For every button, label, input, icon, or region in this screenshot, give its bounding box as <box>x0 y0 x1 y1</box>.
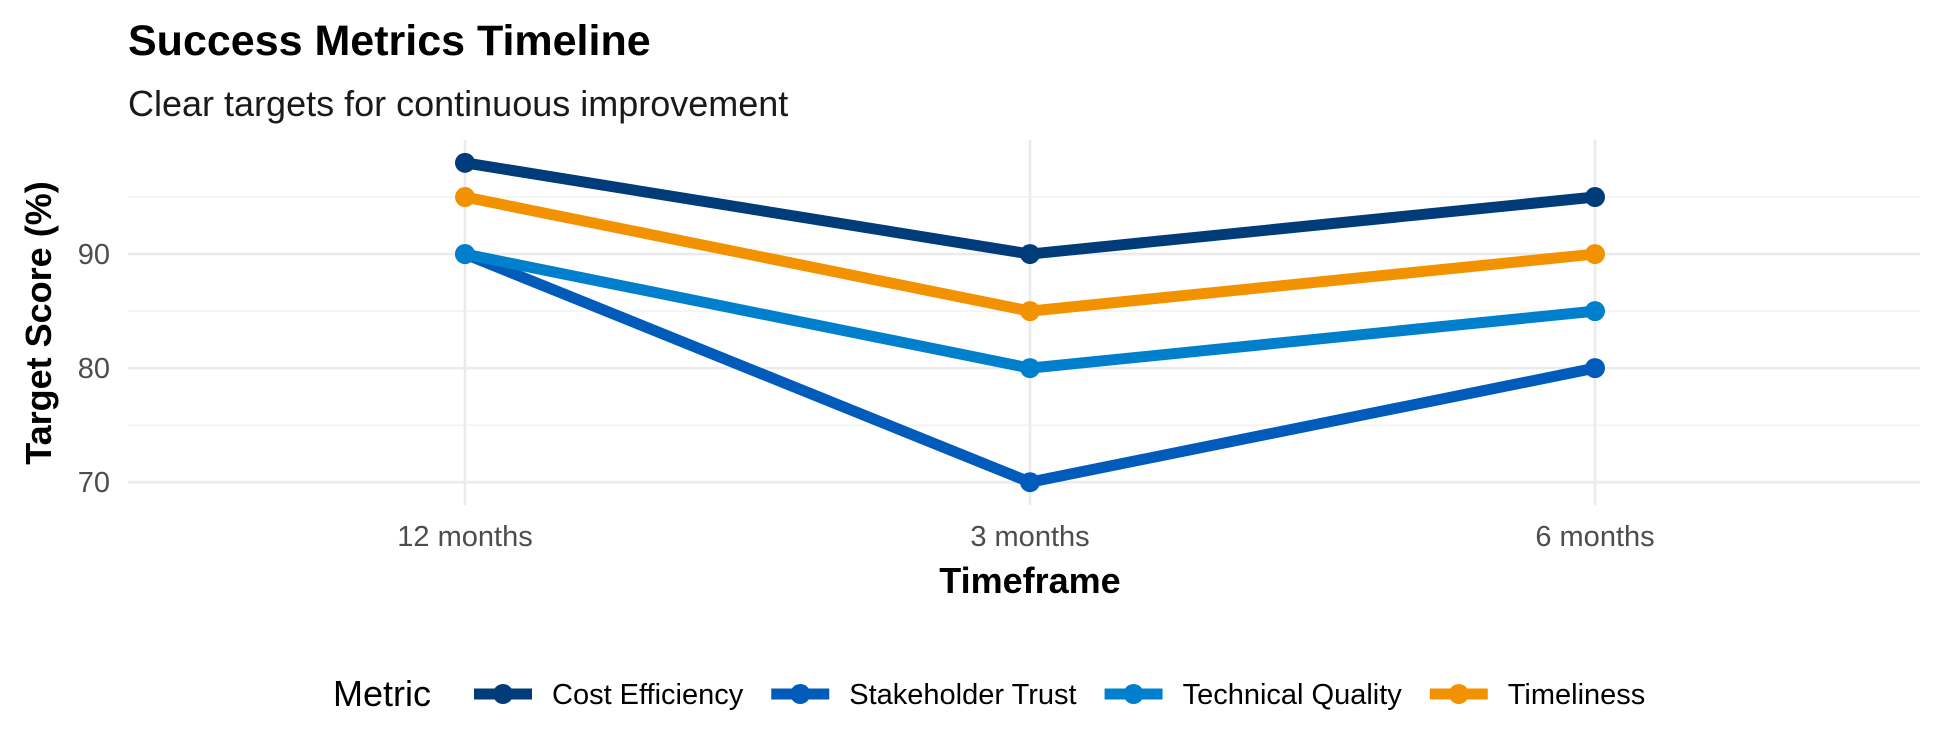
data-point <box>455 152 475 173</box>
legend-item: Cost Efficiency <box>474 679 744 711</box>
legend-key-point <box>1448 684 1469 704</box>
y-tick-label: 70 <box>78 467 110 499</box>
data-point <box>1585 301 1605 322</box>
data-point <box>1020 472 1040 493</box>
legend: Metric Cost Efficiency Stakeholder Trust T… <box>333 673 1645 714</box>
chart-subtitle: Clear targets for continuous improvement <box>128 83 788 124</box>
y-tick-label: 90 <box>78 239 110 271</box>
legend-label: Cost Efficiency <box>552 679 744 711</box>
data-point <box>1585 187 1605 208</box>
legend-items: Cost Efficiency Stakeholder Trust Technica… <box>474 679 1645 711</box>
data-point <box>455 244 475 265</box>
legend-item: Stakeholder Trust <box>771 679 1077 711</box>
series-points <box>455 152 1605 493</box>
legend-key-point <box>790 684 811 704</box>
legend-label: Technical Quality <box>1183 679 1403 711</box>
legend-label: Stakeholder Trust <box>849 679 1076 711</box>
x-tick-label: 12 months <box>397 521 532 553</box>
legend-key-point <box>1123 684 1144 704</box>
data-point <box>1020 244 1040 265</box>
data-point <box>1020 301 1040 322</box>
legend-label: Timeliness <box>1508 679 1646 711</box>
x-tick-label: 3 months <box>970 521 1089 553</box>
y-axis-title: Target Score (%) <box>18 181 59 464</box>
data-point <box>1585 358 1605 379</box>
y-tick-label: 80 <box>78 353 110 385</box>
grid <box>128 140 1920 505</box>
data-point <box>1585 244 1605 265</box>
legend-item: Technical Quality <box>1104 679 1403 711</box>
x-tick-label: 6 months <box>1535 521 1654 553</box>
legend-item: Timeliness <box>1429 679 1646 711</box>
legend-title: Metric <box>333 673 431 714</box>
data-point <box>1020 358 1040 379</box>
chart-title: Success Metrics Timeline <box>128 17 651 65</box>
y-axis-ticks: 70 80 90 <box>78 239 110 499</box>
data-point <box>455 187 475 208</box>
legend-key-point <box>493 684 513 704</box>
x-axis-ticks: 12 months 3 months 6 months <box>397 521 1654 553</box>
x-axis-title: Timeframe <box>939 560 1120 601</box>
